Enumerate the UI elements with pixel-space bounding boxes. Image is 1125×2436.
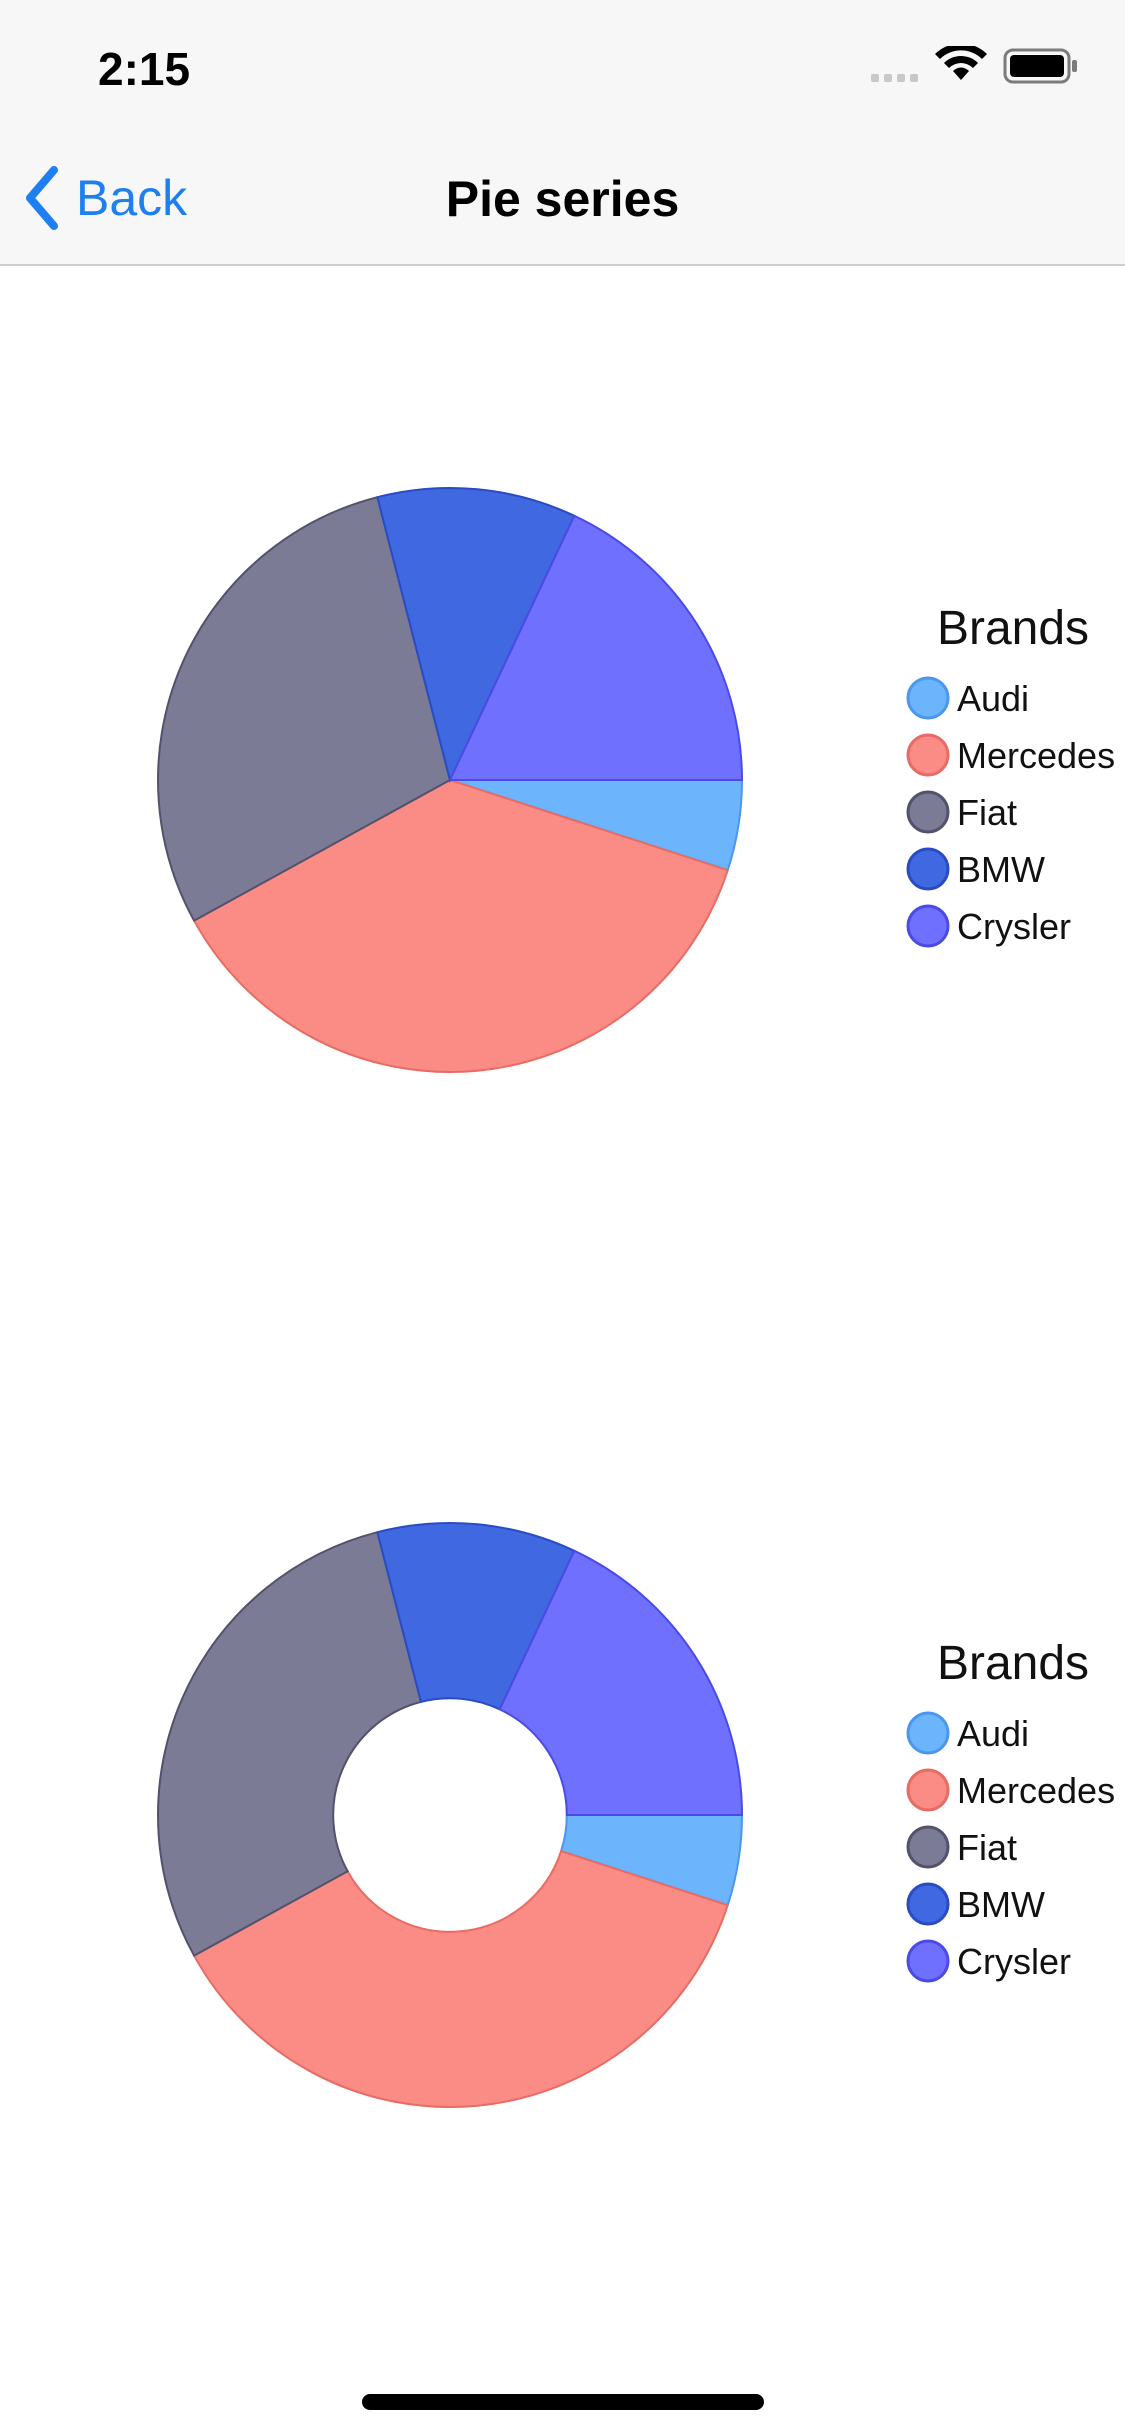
navigation-bar: Back Pie series: [0, 132, 1125, 266]
legend-swatch-audi: [906, 1711, 950, 1755]
legend-label-bmw: BMW: [957, 1884, 1045, 1925]
legend-label-audi: Audi: [957, 1713, 1029, 1754]
pie-slice-crysler[interactable]: [498, 1549, 744, 1816]
wifi-icon: [935, 43, 987, 80]
legend-label-mercedes: Mercedes: [957, 735, 1115, 776]
legend-label-crysler: Crysler: [957, 1941, 1071, 1982]
legend-swatch-crysler: [906, 1939, 950, 1983]
legend-swatch-mercedes: [906, 1768, 950, 1812]
status-time: 2:15: [98, 43, 191, 95]
legend-swatch-crysler: [906, 904, 950, 948]
legend-swatch-audi: [906, 676, 950, 720]
legend-swatch-fiat: [906, 1825, 950, 1869]
pie-slice-crysler[interactable]: [448, 514, 744, 781]
pie-slice-bmw[interactable]: [376, 487, 576, 783]
status-icons: [871, 43, 1081, 90]
pie-slice-fiat[interactable]: [157, 495, 452, 923]
back-label: Back: [76, 170, 188, 226]
legend-label-mercedes: Mercedes: [957, 1770, 1115, 1811]
legend-label-fiat: Fiat: [957, 1827, 1017, 1868]
home-indicator[interactable]: [362, 2394, 764, 2410]
legend-swatch-mercedes: [906, 733, 950, 777]
legend-label-fiat: Fiat: [957, 792, 1017, 833]
legend-swatch-bmw: [906, 847, 950, 891]
legend-swatch-fiat: [906, 790, 950, 834]
legend-label-audi: Audi: [957, 678, 1029, 719]
cellular-signal-icon: [871, 74, 918, 82]
donut-chart: Brands Audi Mercedes Fiat BMW Crysler: [0, 1365, 1125, 2265]
pie-chart: Brands Audi Mercedes Fiat BMW Crysler: [0, 330, 1125, 1230]
battery-icon: [1003, 48, 1077, 84]
pie-slice-bmw[interactable]: [376, 1522, 576, 1711]
legend-title: Brands: [937, 602, 1089, 655]
legend-label-crysler: Crysler: [957, 906, 1071, 947]
pie-slice-mercedes[interactable]: [192, 1849, 729, 2108]
page-title: Pie series: [445, 171, 680, 227]
legend-title: Brands: [937, 1637, 1089, 1690]
legend-label-bmw: BMW: [957, 849, 1045, 890]
legend-swatch-bmw: [906, 1882, 950, 1926]
pie-slice-fiat[interactable]: [157, 1530, 423, 1958]
back-button[interactable]: Back: [22, 158, 187, 238]
status-bar: 2:15: [0, 0, 1125, 132]
chevron-left-icon: [26, 166, 58, 230]
pie-slice-mercedes[interactable]: [192, 778, 729, 1073]
